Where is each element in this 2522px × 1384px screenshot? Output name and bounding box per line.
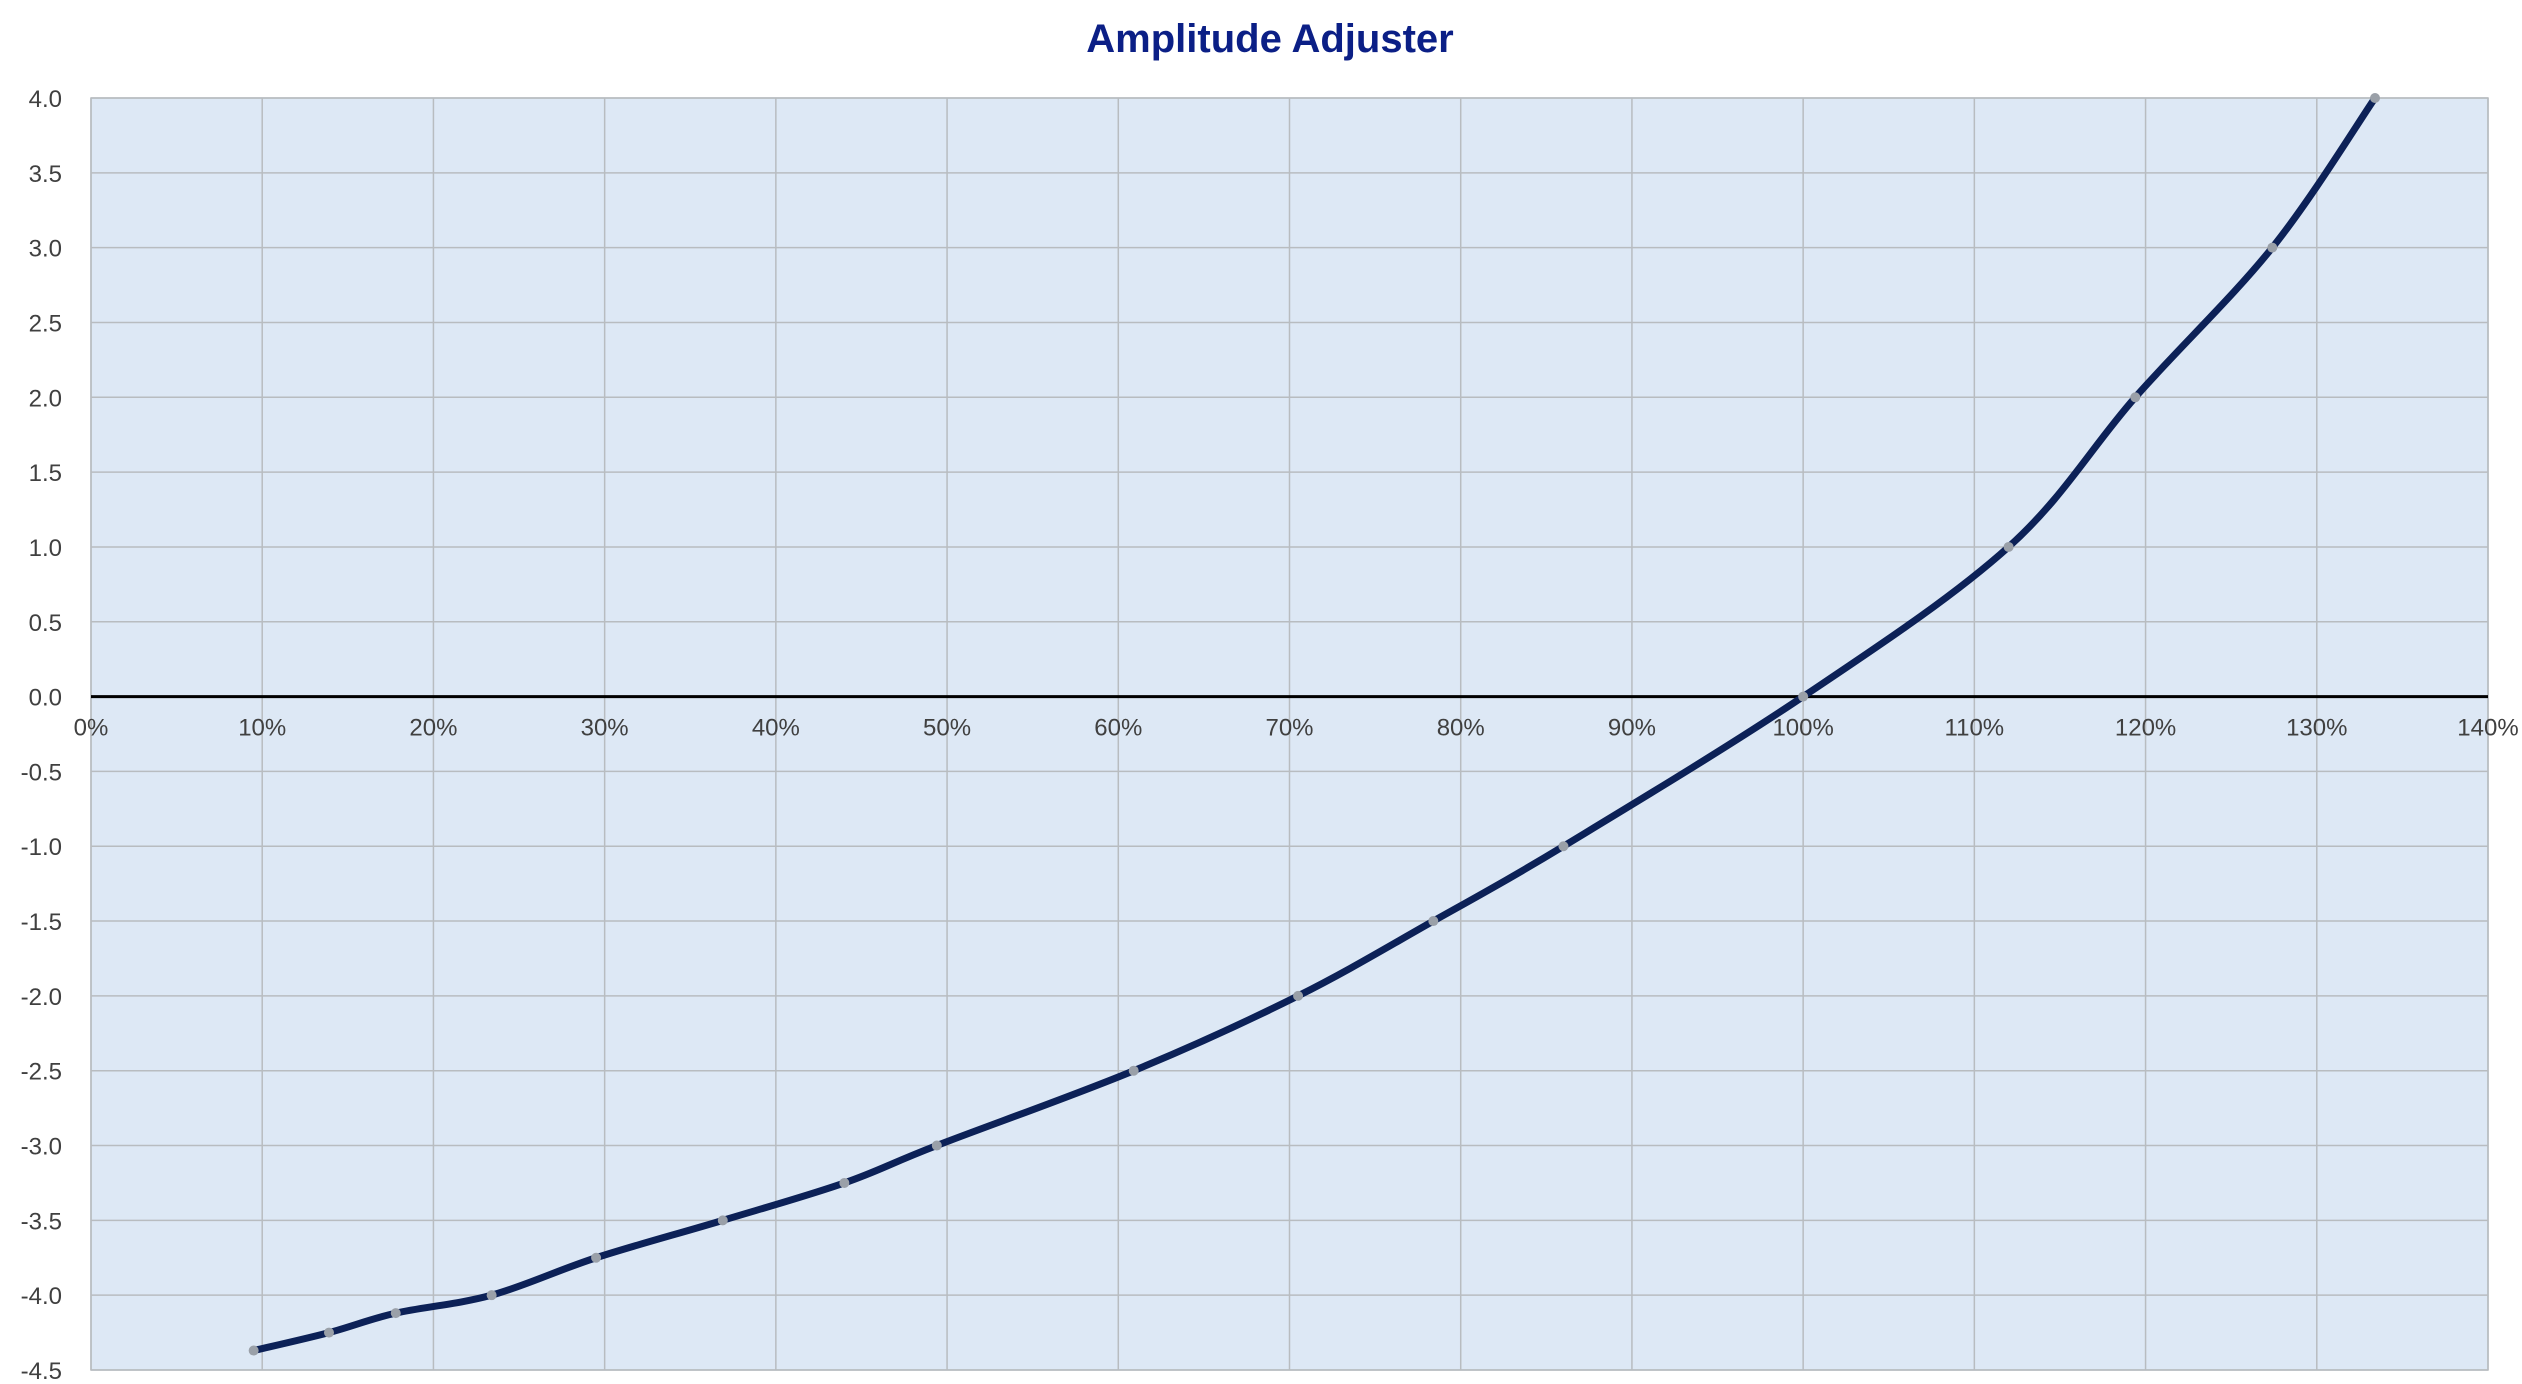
series-line xyxy=(250,94,2379,1355)
x-tick-label: 40% xyxy=(752,715,800,742)
x-tick-label: 60% xyxy=(1094,715,1142,742)
y-tick-label: -2.5 xyxy=(21,1059,62,1086)
series-group xyxy=(250,94,2379,1355)
data-markers xyxy=(248,93,2380,1356)
y-tick-label: -4.5 xyxy=(21,1358,62,1384)
data-point xyxy=(323,1327,334,1338)
data-point xyxy=(2130,392,2141,403)
x-tick-label: 20% xyxy=(409,715,457,742)
y-tick-label: -0.5 xyxy=(21,759,62,786)
data-point xyxy=(1798,691,1809,702)
x-tick-label: 130% xyxy=(2286,715,2347,742)
data-point xyxy=(2003,541,2014,552)
gridlines xyxy=(90,97,2489,1371)
x-tick-label: 80% xyxy=(1437,715,1485,742)
data-point xyxy=(2369,93,2380,103)
x-tick-label: 50% xyxy=(923,715,971,742)
y-tick-label: -4.0 xyxy=(21,1283,62,1310)
y-tick-label: -3.0 xyxy=(21,1134,62,1161)
y-tick-label: 1.5 xyxy=(29,460,62,487)
y-tick-label: 1.0 xyxy=(29,535,62,562)
data-point xyxy=(2267,242,2278,253)
data-point xyxy=(1293,990,1304,1001)
data-point xyxy=(1428,916,1439,927)
data-point xyxy=(1128,1065,1139,1076)
x-tick-label: 90% xyxy=(1608,715,1656,742)
x-tick-label: 30% xyxy=(581,715,629,742)
data-point xyxy=(486,1290,497,1301)
x-tick-label: 120% xyxy=(2115,715,2176,742)
data-point xyxy=(717,1215,728,1226)
data-point xyxy=(591,1252,602,1263)
x-tick-label: 10% xyxy=(238,715,286,742)
data-point xyxy=(390,1308,401,1319)
y-tick-label: 2.0 xyxy=(29,385,62,412)
chart-title: Amplitude Adjuster xyxy=(1086,17,1453,61)
data-point xyxy=(931,1140,942,1151)
data-point xyxy=(248,1345,259,1356)
x-tick-label: 100% xyxy=(1772,715,1833,742)
x-tick-label: 70% xyxy=(1265,715,1313,742)
y-tick-label: 3.5 xyxy=(29,161,62,188)
data-point xyxy=(839,1177,850,1188)
y-axis-tick-labels: 4.0 3.5 3.0 2.5 2.0 1.5 1.0 0.5 0.0 -0.5 -1.0 -1.5 -… xyxy=(21,86,62,1384)
y-tick-label: -3.5 xyxy=(21,1208,62,1235)
data-point xyxy=(1558,841,1569,852)
x-tick-label: 0% xyxy=(74,715,109,742)
y-tick-label: 3.0 xyxy=(29,236,62,263)
y-tick-label: 0.0 xyxy=(29,685,62,712)
y-tick-label: -1.0 xyxy=(21,834,62,861)
x-axis-tick-labels: 0% 10% 20% 30% 40% 50% 60% 70% 80% 90% 100% 110% 120… xyxy=(74,715,2519,742)
x-tick-label: 110% xyxy=(1945,715,2005,742)
y-tick-label: 0.5 xyxy=(29,610,62,637)
y-tick-label: 2.5 xyxy=(29,310,62,337)
y-tick-label: 4.0 xyxy=(29,86,62,113)
y-tick-label: -2.0 xyxy=(21,984,62,1011)
y-tick-label: -1.5 xyxy=(21,909,62,936)
x-tick-label: 140% xyxy=(2457,715,2518,742)
